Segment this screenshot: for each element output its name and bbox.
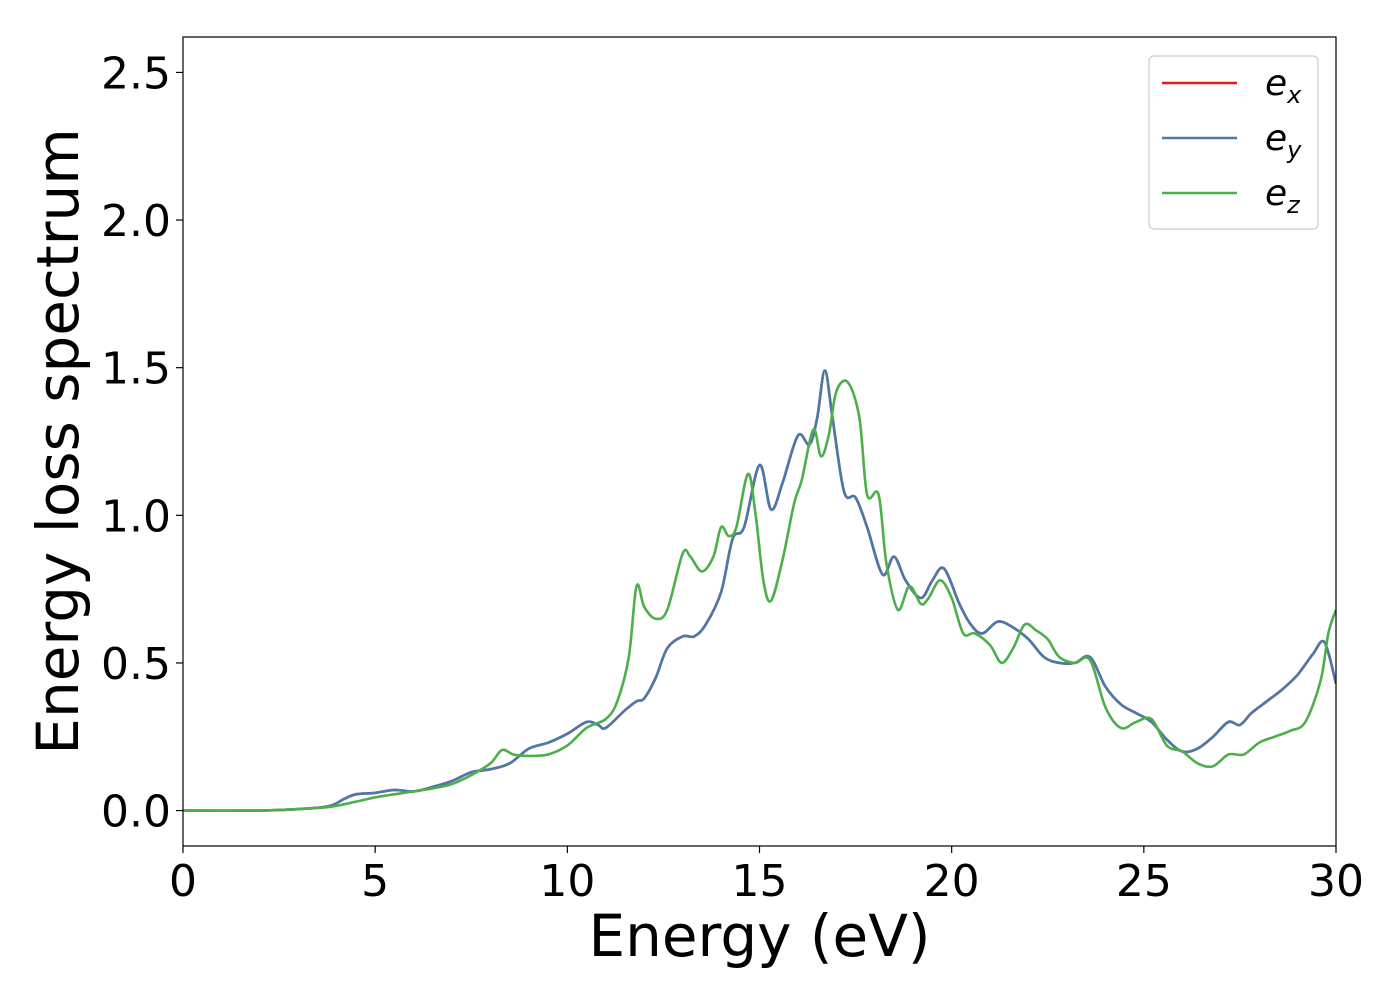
x-tick-label: 20 [924, 856, 980, 907]
series-line-z [183, 379, 1336, 812]
legend-label-x: ex [1265, 63, 1302, 109]
x-tick-label: 0 [169, 856, 197, 907]
x-tick-label: 10 [539, 856, 595, 907]
legend-box [1148, 55, 1319, 230]
x-axis: 0 5 10 15 20 25 30 [169, 846, 1364, 907]
y-tick-label: 2.0 [101, 196, 171, 247]
x-axis-label: Energy (eV) [588, 902, 930, 970]
legend-label-z: ez [1265, 173, 1301, 219]
y-tick-label: 2.5 [101, 48, 171, 99]
x-tick-label: 30 [1308, 856, 1364, 907]
x-tick-label: 5 [361, 856, 389, 907]
y-tick-label: 1.0 [101, 491, 171, 542]
legend: ex ey ez [1148, 55, 1319, 230]
y-tick-label: 1.5 [101, 344, 171, 395]
y-tick-label: 0.0 [101, 787, 171, 838]
legend-label-y: ey [1265, 118, 1302, 164]
x-tick-label: 15 [732, 856, 788, 907]
y-tick-label: 0.5 [101, 639, 171, 690]
y-axis: 0.0 0.5 1.0 1.5 2.0 2.5 [101, 48, 183, 838]
y-axis-label: Energy loss spectrum [24, 128, 92, 754]
series-layer [183, 369, 1336, 812]
x-tick-label: 25 [1116, 856, 1172, 907]
